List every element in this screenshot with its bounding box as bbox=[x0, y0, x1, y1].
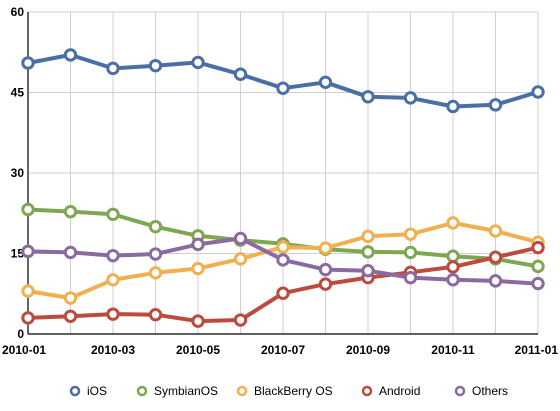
data-point[interactable] bbox=[233, 231, 248, 246]
data-point[interactable] bbox=[106, 248, 120, 263]
legend-marker bbox=[236, 385, 248, 397]
data-point[interactable] bbox=[106, 307, 120, 321]
legend-item-symbianos[interactable]: SymbianOS bbox=[136, 384, 218, 398]
data-point[interactable] bbox=[276, 253, 290, 267]
data-point[interactable] bbox=[531, 240, 545, 255]
data-point[interactable] bbox=[191, 55, 205, 70]
legend[interactable]: iOS SymbianOS BlackBerry OS Android Others bbox=[69, 384, 508, 398]
legend-label: BlackBerry OS bbox=[254, 384, 333, 398]
legend-item-blackberry-os[interactable]: BlackBerry OS bbox=[236, 384, 333, 398]
y-tick-label: 15 bbox=[11, 247, 25, 261]
data-point[interactable] bbox=[148, 266, 163, 280]
data-point[interactable] bbox=[531, 85, 545, 99]
legend-marker bbox=[136, 385, 148, 397]
y-tick-label: 30 bbox=[11, 166, 25, 180]
y-tick-label: 0 bbox=[17, 327, 24, 341]
series-android bbox=[21, 240, 545, 328]
data-point[interactable] bbox=[318, 75, 333, 90]
legend-item-android[interactable]: Android bbox=[361, 384, 420, 398]
data-point[interactable] bbox=[403, 245, 418, 260]
data-point[interactable] bbox=[361, 90, 375, 104]
grid bbox=[27, 11, 539, 335]
series-others bbox=[21, 231, 545, 291]
data-point[interactable] bbox=[63, 291, 78, 305]
data-point[interactable] bbox=[63, 309, 78, 323]
y-tick-label: 45 bbox=[11, 86, 25, 100]
data-point[interactable] bbox=[531, 276, 545, 291]
data-point[interactable] bbox=[148, 307, 163, 322]
data-point[interactable] bbox=[446, 249, 460, 263]
data-point[interactable] bbox=[106, 61, 120, 76]
data-point[interactable] bbox=[276, 81, 290, 95]
data-point[interactable] bbox=[21, 311, 35, 325]
data-point[interactable] bbox=[488, 224, 503, 238]
legend-label: Android bbox=[379, 384, 420, 398]
series-lines bbox=[21, 48, 545, 328]
data-point[interactable] bbox=[318, 277, 333, 291]
legend-marker bbox=[454, 385, 466, 397]
data-point[interactable] bbox=[233, 252, 248, 266]
data-point[interactable] bbox=[63, 245, 78, 260]
data-point[interactable] bbox=[106, 207, 120, 222]
data-point[interactable] bbox=[191, 314, 205, 328]
x-tick-label: 2010-09 bbox=[346, 343, 390, 357]
legend-label: SymbianOS bbox=[154, 384, 218, 398]
data-point[interactable] bbox=[488, 98, 503, 112]
data-point[interactable] bbox=[148, 58, 163, 73]
data-point[interactable] bbox=[318, 262, 333, 277]
data-point[interactable] bbox=[148, 219, 163, 234]
data-point[interactable] bbox=[276, 286, 290, 300]
data-point[interactable] bbox=[63, 48, 78, 62]
data-point[interactable] bbox=[403, 227, 418, 241]
data-point[interactable] bbox=[361, 245, 375, 259]
x-tick-label: 2010-11 bbox=[431, 343, 475, 357]
data-point[interactable] bbox=[21, 284, 35, 298]
axes: 0 15 30 45 60 2010-01 2010-03 2010-05 2010-07 201… bbox=[2, 5, 558, 357]
data-point[interactable] bbox=[148, 247, 163, 261]
series-blackberry-os bbox=[21, 216, 545, 305]
data-point[interactable] bbox=[531, 259, 545, 274]
data-point[interactable] bbox=[403, 270, 418, 285]
x-tick-label: 2010-05 bbox=[176, 343, 220, 357]
data-point[interactable] bbox=[276, 240, 290, 254]
data-point[interactable] bbox=[106, 273, 120, 287]
legend-item-ios[interactable]: iOS bbox=[69, 384, 107, 398]
data-point[interactable] bbox=[488, 250, 503, 264]
data-point[interactable] bbox=[446, 273, 460, 287]
data-point[interactable] bbox=[21, 244, 35, 259]
x-tick-label: 2010-07 bbox=[261, 343, 305, 357]
legend-item-others[interactable]: Others bbox=[454, 384, 508, 398]
legend-label: iOS bbox=[87, 384, 107, 398]
legend-marker bbox=[69, 385, 81, 397]
data-point[interactable] bbox=[191, 237, 205, 252]
y-tick-label: 60 bbox=[11, 5, 25, 19]
data-point[interactable] bbox=[446, 260, 460, 274]
data-point[interactable] bbox=[63, 204, 78, 219]
data-point[interactable] bbox=[233, 313, 248, 327]
data-point[interactable] bbox=[488, 274, 503, 288]
legend-marker bbox=[361, 385, 373, 397]
data-point[interactable] bbox=[191, 261, 205, 276]
data-point[interactable] bbox=[446, 216, 460, 230]
data-point[interactable] bbox=[318, 241, 333, 255]
data-point[interactable] bbox=[361, 229, 375, 244]
x-tick-label: 2011-01 bbox=[515, 343, 559, 357]
data-point[interactable] bbox=[21, 202, 35, 217]
data-point[interactable] bbox=[403, 91, 418, 105]
series-ios bbox=[21, 48, 545, 114]
legend-label: Others bbox=[472, 384, 508, 398]
data-point[interactable] bbox=[361, 263, 375, 278]
x-tick-label: 2010-03 bbox=[91, 343, 135, 357]
data-point[interactable] bbox=[446, 99, 460, 114]
x-tick-label: 2010-01 bbox=[2, 343, 46, 357]
data-point[interactable] bbox=[21, 56, 35, 70]
data-point[interactable] bbox=[233, 67, 248, 81]
